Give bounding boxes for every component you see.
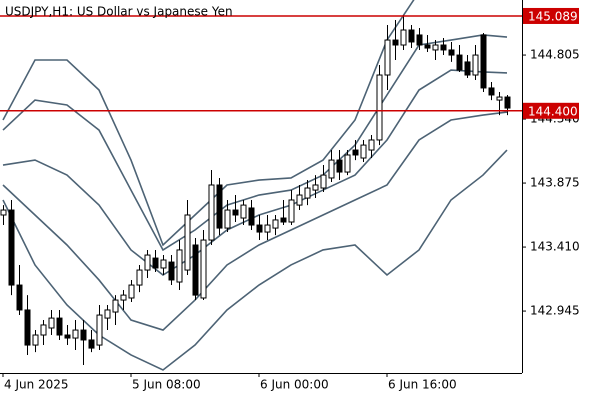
candle-body — [184, 214, 191, 271]
y-tick-label: 143.875 — [530, 176, 580, 190]
candle-body — [336, 159, 343, 173]
candle-body — [96, 314, 103, 346]
candle-body — [88, 339, 95, 349]
x-tick-label: 6 Jun 00:00 — [260, 378, 329, 392]
price-level-tag — [523, 102, 579, 119]
candle-body — [56, 317, 63, 336]
candle-body — [248, 207, 255, 226]
candle-body — [296, 194, 303, 206]
band-line — [2, 111, 508, 331]
candle-body — [8, 209, 15, 286]
candle-body — [360, 144, 367, 159]
candle-body — [112, 299, 119, 313]
candle-body — [64, 334, 71, 339]
band-line — [2, 34, 508, 252]
candle-body — [448, 49, 455, 56]
candle-body — [464, 61, 471, 76]
candle-body — [24, 309, 31, 346]
candle-body — [376, 74, 383, 141]
price-level-label: 144.400 — [528, 104, 578, 118]
y-tick-label: 144.805 — [530, 48, 580, 62]
candle-body — [280, 217, 287, 223]
candle-body — [80, 329, 87, 341]
candle-body — [168, 261, 175, 281]
candle-body — [232, 209, 239, 216]
candle-body — [240, 204, 247, 219]
candle-body — [272, 219, 279, 229]
candle-body — [424, 44, 431, 49]
candle-body — [368, 139, 375, 151]
candle-body — [128, 284, 135, 299]
candle-body — [40, 324, 47, 336]
candle-body — [320, 174, 327, 189]
candle-body — [144, 254, 151, 271]
candle-body — [304, 187, 311, 199]
candle-body — [504, 96, 511, 109]
candle-body — [32, 334, 39, 346]
x-tick-label: 6 Jun 16:00 — [388, 378, 457, 392]
candle-body — [136, 269, 143, 286]
candle-body — [312, 184, 319, 191]
x-tick-label: 5 Jun 08:00 — [132, 378, 201, 392]
candle-body — [440, 44, 447, 51]
candle-body — [344, 154, 351, 173]
candle-body — [152, 257, 159, 269]
candle-body — [16, 284, 23, 311]
candle-body — [160, 259, 167, 269]
candle-body — [408, 29, 415, 43]
candle-body — [48, 317, 55, 329]
candles — [0, 15, 511, 366]
candle-body — [432, 44, 439, 51]
price-level-label: 145.089 — [528, 9, 578, 23]
candle-body — [192, 244, 199, 296]
band-line — [2, 149, 508, 371]
candle-body — [120, 294, 127, 301]
candle-body — [104, 309, 111, 319]
candle-body — [352, 149, 359, 156]
candle-body — [328, 159, 335, 179]
band-line — [2, 69, 508, 276]
candle-body — [72, 329, 79, 339]
candle-body — [488, 87, 495, 96]
candle-body — [392, 39, 399, 46]
candle-body — [0, 209, 7, 216]
y-tick-label: 143.410 — [530, 240, 580, 254]
candle-body — [264, 224, 271, 233]
candle-body — [384, 39, 391, 76]
candle-body — [472, 54, 479, 76]
candle-body — [400, 29, 407, 46]
candle-body — [208, 184, 215, 241]
candle-body — [176, 249, 183, 283]
y-tick-label: 142.945 — [530, 304, 580, 318]
candle-body — [256, 224, 263, 233]
candle-body — [224, 209, 231, 229]
candle-body — [496, 96, 503, 101]
price-level-tag — [523, 7, 579, 24]
candle-body — [216, 184, 223, 229]
candle-body — [288, 199, 295, 223]
band-line — [2, 0, 415, 247]
bands — [2, 0, 508, 371]
candle-body — [480, 34, 487, 89]
x-tick-label: 4 Jun 2025 — [4, 378, 69, 392]
candle-body — [416, 34, 423, 46]
candle-body — [200, 239, 207, 299]
candle-body — [456, 54, 463, 71]
chart-title: USDJPY,H1: US Dollar vs Japanese Yen — [5, 5, 233, 19]
